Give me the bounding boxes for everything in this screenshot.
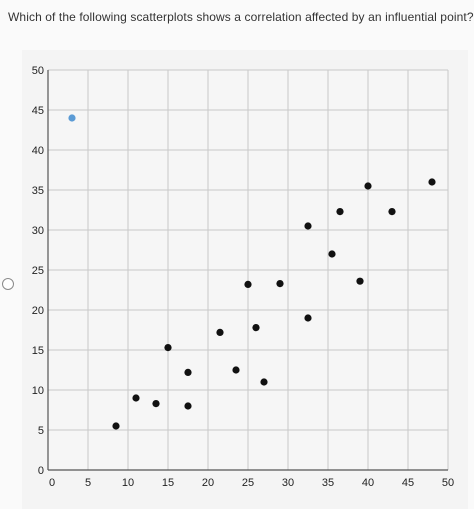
- y-tick-label: 15: [32, 345, 44, 357]
- x-tick-label: 25: [242, 477, 254, 489]
- data-point: [260, 378, 268, 386]
- x-tick-label: 50: [442, 477, 454, 489]
- data-point: [152, 400, 160, 408]
- data-point: [184, 402, 192, 410]
- x-tick-label: 30: [282, 477, 294, 489]
- scatterplot-option: 0 5 10 15 20 25 30 35 40 45 50 0 5 10 15 20 25 30 35 40 45 50: [22, 50, 468, 509]
- x-tick-label: 15: [162, 477, 174, 489]
- data-point: [184, 368, 192, 376]
- scatterplot-chart: 0 5 10 15 20 25 30 35 40 45 50 0 5 10 15 20 25 30 35 40 45 50: [32, 65, 454, 489]
- data-point: [304, 222, 312, 230]
- data-point: [428, 178, 436, 186]
- data-point: [252, 324, 260, 332]
- data-point: [336, 208, 344, 216]
- y-tick-label: 20: [32, 305, 44, 317]
- y-tick-label: 25: [32, 265, 44, 277]
- answer-radio-button[interactable]: [2, 278, 14, 290]
- data-points: [68, 114, 436, 430]
- y-tick-label: 50: [32, 65, 44, 77]
- x-tick-label: 40: [362, 477, 374, 489]
- data-point: [164, 344, 172, 352]
- data-point: [364, 182, 372, 190]
- influential-point: [68, 114, 76, 122]
- data-point: [304, 314, 312, 322]
- data-point: [112, 422, 120, 430]
- y-tick-label: 40: [32, 145, 44, 157]
- data-point: [388, 208, 396, 216]
- grid-lines: [47, 69, 449, 471]
- x-tick-label: 5: [85, 477, 91, 489]
- x-tick-label: 20: [202, 477, 214, 489]
- x-tick-label: 35: [322, 477, 334, 489]
- x-tick-label: 45: [402, 477, 414, 489]
- axes: [47, 70, 448, 471]
- y-tick-label: 30: [32, 225, 44, 237]
- data-point: [132, 394, 140, 402]
- question-text: Which of the following scatterplots show…: [8, 10, 474, 24]
- y-tick-label: 5: [38, 425, 44, 437]
- data-point: [232, 366, 240, 374]
- y-tick-label: 10: [32, 385, 44, 397]
- data-point: [216, 328, 224, 336]
- x-tick-label: 0: [49, 477, 55, 489]
- y-tick-label: 35: [32, 185, 44, 197]
- y-tick-label: 45: [32, 105, 44, 117]
- data-point: [276, 280, 284, 288]
- data-point: [356, 277, 364, 285]
- x-tick-label: 10: [122, 477, 134, 489]
- data-point: [328, 250, 336, 258]
- y-tick-label: 0: [38, 465, 44, 477]
- data-point: [244, 280, 252, 288]
- tick-labels: 0 5 10 15 20 25 30 35 40 45 50 0 5 10 15 20 25 30 35 40 45 50: [32, 65, 454, 489]
